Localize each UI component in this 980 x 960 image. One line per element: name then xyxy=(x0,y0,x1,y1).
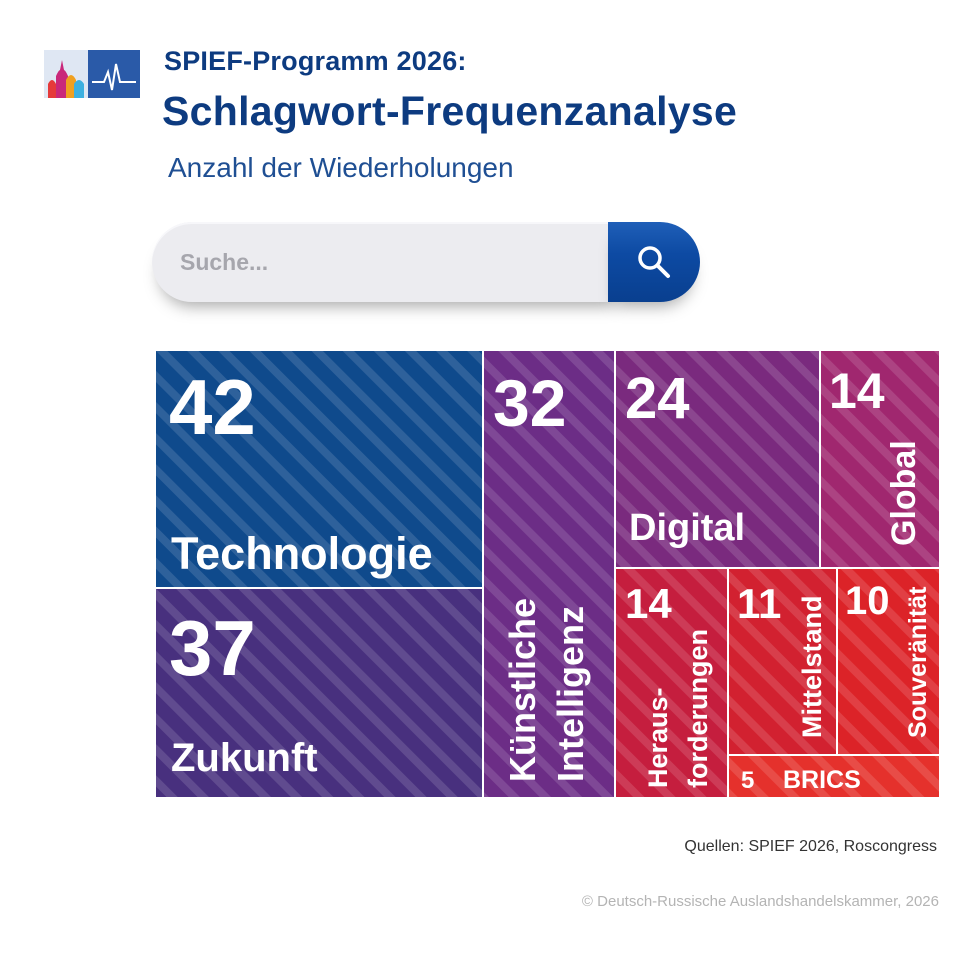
tile-category-label: Intelligenz xyxy=(550,606,591,782)
tile-category-label: Global xyxy=(885,440,923,546)
tile-value-label: 14 xyxy=(625,580,672,627)
tile-value-label: 42 xyxy=(169,363,256,451)
search-input[interactable] xyxy=(152,222,622,302)
tile-brics: 5 BRICS xyxy=(727,754,940,798)
tile-category-label: Zukunft xyxy=(171,736,318,780)
tile-value-label: 5 xyxy=(741,767,754,794)
tile-stripes xyxy=(836,567,940,756)
tile-value-label: 37 xyxy=(169,604,256,692)
spief-logo-icon xyxy=(44,50,140,98)
tile-category-label: Souveränität xyxy=(904,586,932,738)
tile-category-label: Heraus- xyxy=(643,687,673,788)
tile-künstliche-intelligenz: 32 Künstliche Intelligenz xyxy=(482,350,616,798)
search-bar xyxy=(152,222,700,302)
tile-category-label: Digital xyxy=(629,507,745,549)
treemap-chart: 42 Technologie 37 Zukunft 32 Künstliche Intell… xyxy=(155,350,940,798)
chart-subtitle: Anzahl der Wiederholungen xyxy=(168,152,514,183)
tile-digital: 24 Digital xyxy=(614,350,821,569)
chart-title: Schlagwort-Frequenzanalyse xyxy=(162,88,738,134)
tile-technologie: 42 Technologie xyxy=(155,350,484,589)
treemap-svg: 42 Technologie 37 Zukunft 32 Künstliche Intell… xyxy=(155,350,940,798)
tile-category-label: BRICS xyxy=(783,766,861,794)
tile-value-label: 14 xyxy=(829,363,885,419)
tile-heraus-forderungen: 14 Heraus-forderungen xyxy=(614,567,729,798)
tile-mittelstand: 11 Mittelstand xyxy=(727,567,838,756)
tile-stripes xyxy=(727,567,838,756)
title-line1: SPIEF-Programm 2026: xyxy=(164,46,467,76)
tile-value-label: 32 xyxy=(493,366,566,440)
tile-category-label: Künstliche xyxy=(502,598,543,782)
tile-stripes xyxy=(727,754,940,798)
magnifier-icon xyxy=(638,246,670,278)
tile-value-label: 10 xyxy=(845,579,890,623)
tile-zukunft: 37 Zukunft xyxy=(155,587,484,798)
tile-category-label: Mittelstand xyxy=(797,595,827,738)
tile-souveränität: 10 Souveränität xyxy=(836,567,940,756)
tile-value-label: 24 xyxy=(625,366,690,431)
tile-stripes xyxy=(482,350,616,798)
tile-stripes xyxy=(614,350,821,569)
tile-value-label: 11 xyxy=(737,580,781,627)
tile-category-label: Technologie xyxy=(171,528,433,579)
search-button[interactable] xyxy=(608,222,700,302)
tile-category-label: forderungen xyxy=(683,629,713,788)
source-note: Quellen: SPIEF 2026, Roscongress xyxy=(684,838,937,855)
copyright-note: © Deutsch-Russische Auslandshandelskamme… xyxy=(581,893,939,910)
